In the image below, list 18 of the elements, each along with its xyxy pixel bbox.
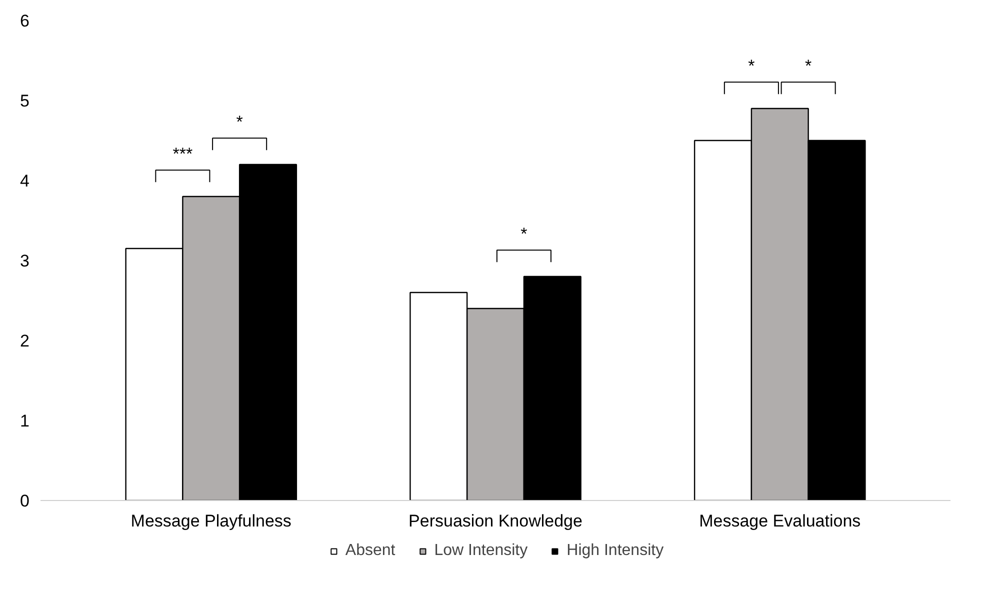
legend-label: Absent: [345, 542, 396, 560]
annotation: *: [748, 56, 756, 76]
x-tick-label: Persuasion Knowledge: [408, 512, 582, 530]
annotation: *: [520, 224, 528, 244]
annotation: ***: [172, 144, 193, 164]
y-tick-label: 0: [20, 492, 30, 510]
y-tick-label: 4: [20, 172, 30, 190]
y-tick-label: 1: [20, 412, 30, 430]
y-tick-label: 6: [20, 12, 30, 30]
legend-label: High Intensity: [566, 542, 664, 560]
x-tick-label: Message Playfulness: [130, 512, 292, 530]
annotation: *: [236, 112, 244, 132]
annotation: *: [805, 56, 812, 76]
x-tick-label: Message Evaluations: [699, 512, 861, 530]
y-tick-label: 5: [20, 92, 30, 110]
y-tick-label: 2: [20, 332, 30, 350]
y-tick-label: 3: [20, 252, 30, 270]
legend-label: Low Intensity: [434, 542, 528, 560]
